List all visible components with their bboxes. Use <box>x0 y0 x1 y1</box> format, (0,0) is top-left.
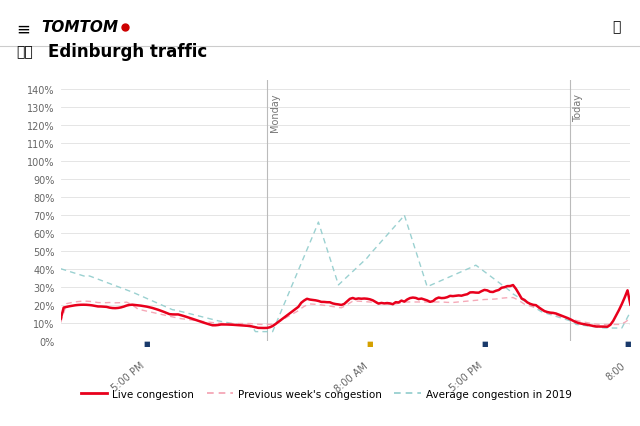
Text: 8:00: 8:00 <box>605 360 628 381</box>
Text: 🔍: 🔍 <box>612 20 621 34</box>
Text: ■: ■ <box>624 340 631 346</box>
Text: Today: Today <box>573 93 583 121</box>
Text: ■: ■ <box>481 340 488 346</box>
Legend: Live congestion, Previous week's congestion, Average congestion in 2019: Live congestion, Previous week's congest… <box>77 385 576 403</box>
Text: 🇬🇧: 🇬🇧 <box>16 45 33 59</box>
Text: 8:00 AM: 8:00 AM <box>333 360 370 393</box>
Text: ≡: ≡ <box>16 20 30 38</box>
Text: 5:00 PM: 5:00 PM <box>448 360 484 393</box>
Text: TOMTOM: TOMTOM <box>42 20 118 35</box>
Text: ■: ■ <box>143 340 150 346</box>
Text: Monday: Monday <box>269 93 280 132</box>
Text: 5:00 PM: 5:00 PM <box>110 360 147 393</box>
Text: Edinburgh traffic: Edinburgh traffic <box>48 43 207 61</box>
Text: ■: ■ <box>367 340 373 346</box>
